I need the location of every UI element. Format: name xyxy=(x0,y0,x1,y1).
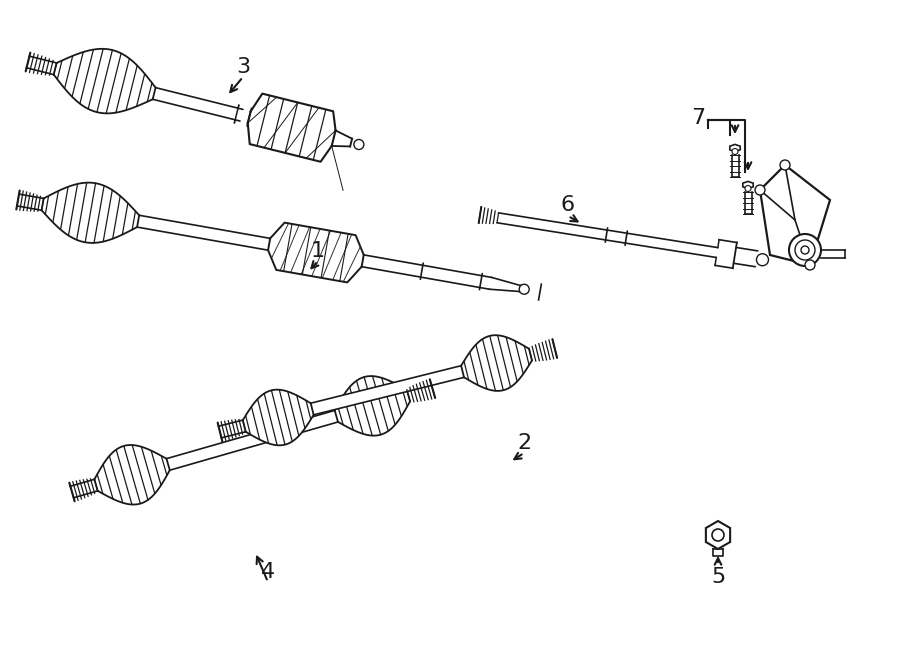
Circle shape xyxy=(805,260,815,270)
Circle shape xyxy=(789,234,821,266)
Polygon shape xyxy=(760,165,830,265)
Circle shape xyxy=(745,186,751,192)
Text: 5: 5 xyxy=(711,567,725,587)
Polygon shape xyxy=(497,213,718,258)
Circle shape xyxy=(757,254,769,266)
Polygon shape xyxy=(153,88,243,121)
Polygon shape xyxy=(166,410,338,470)
Polygon shape xyxy=(41,182,140,243)
Circle shape xyxy=(519,284,529,294)
Polygon shape xyxy=(243,389,313,446)
Circle shape xyxy=(354,139,364,149)
Circle shape xyxy=(732,149,738,155)
Circle shape xyxy=(755,185,765,195)
Polygon shape xyxy=(137,215,270,251)
Text: 1: 1 xyxy=(310,241,325,261)
Text: 6: 6 xyxy=(561,195,575,215)
Polygon shape xyxy=(742,181,753,188)
Polygon shape xyxy=(734,247,758,266)
Polygon shape xyxy=(715,240,737,268)
Polygon shape xyxy=(268,223,364,282)
Circle shape xyxy=(712,529,724,541)
Text: 4: 4 xyxy=(261,562,275,582)
Text: 3: 3 xyxy=(236,57,250,77)
Polygon shape xyxy=(54,49,156,114)
Polygon shape xyxy=(461,335,532,391)
Polygon shape xyxy=(362,255,491,290)
Polygon shape xyxy=(248,94,336,162)
Text: 7: 7 xyxy=(691,108,705,128)
Circle shape xyxy=(780,160,790,170)
Circle shape xyxy=(795,240,815,260)
Polygon shape xyxy=(706,521,730,549)
Polygon shape xyxy=(335,376,410,436)
Polygon shape xyxy=(730,144,740,151)
Circle shape xyxy=(801,246,809,254)
Polygon shape xyxy=(310,366,464,415)
Text: 2: 2 xyxy=(517,433,531,453)
Polygon shape xyxy=(94,445,170,504)
